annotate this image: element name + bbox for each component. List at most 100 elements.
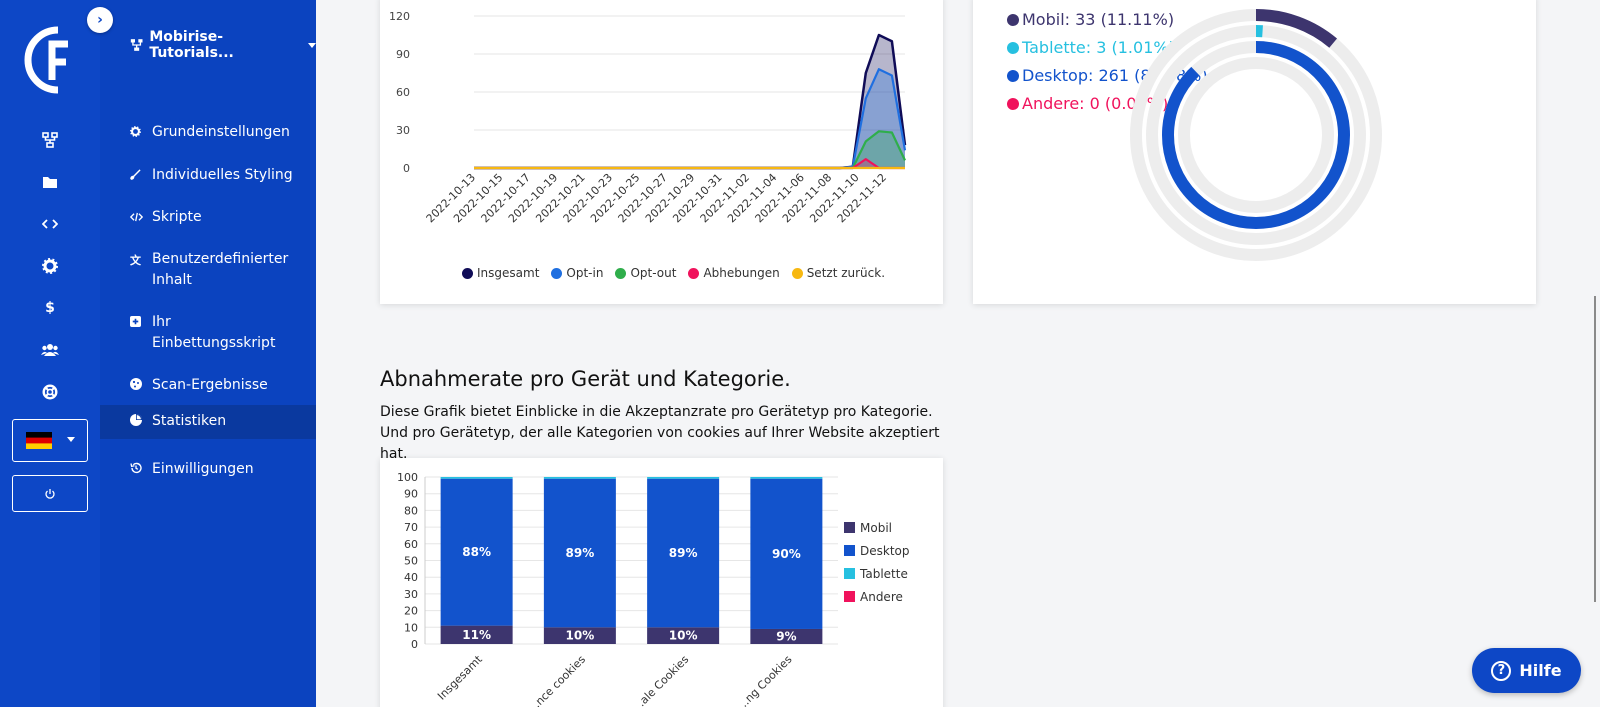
- series-opt-in-area: [474, 69, 905, 168]
- bar-segment-mobil: [440, 625, 513, 644]
- legend-dot: [1007, 70, 1019, 82]
- acceptance-rate-card: 100 90 80 70 60 50 40 30 20 10 0 11% 88% Insgesamt 10%…: [380, 458, 943, 707]
- legend-label: Andere: [860, 590, 903, 604]
- legend-label: Setzt zurück.: [806, 266, 886, 280]
- legend-item-opt-in[interactable]: Opt-in: [551, 266, 603, 280]
- pie-chart-icon: [130, 411, 152, 433]
- translate-icon: 文: [130, 254, 141, 267]
- data-label: 10%: [669, 629, 698, 643]
- data-label: 9%: [776, 629, 796, 643]
- help-label: Hilfe: [1519, 661, 1562, 680]
- plus-square-icon: [130, 312, 152, 334]
- y-tick-label: 80: [404, 504, 418, 517]
- question-icon: ?: [1491, 660, 1512, 681]
- legend-label: Opt-in: [566, 266, 604, 280]
- legend-dot: [462, 267, 473, 279]
- sidebar-menu: Mobirise-Tutorials... Grundeinstellungen…: [100, 0, 316, 707]
- legend-item-insgesamt[interactable]: Insgesamt: [462, 266, 539, 280]
- series-opt-out-line: [474, 130, 906, 170]
- bar-segment-mobil: [750, 628, 823, 644]
- y-tick-label: 30: [404, 588, 418, 601]
- sidebar-item-skripte[interactable]: Skripte: [100, 207, 316, 231]
- donut-ring-tablette: [1146, 25, 1366, 245]
- sidebar-item-einwilligungen[interactable]: Einwilligungen: [100, 459, 316, 483]
- users-icon[interactable]: [36, 338, 64, 362]
- legend-label: Tablette: [859, 567, 908, 581]
- code-icon[interactable]: [36, 212, 64, 236]
- page-scrollbar[interactable]: [1592, 0, 1600, 707]
- bar-segment-desktop: [647, 478, 720, 628]
- y-tick-label: 60: [396, 86, 410, 99]
- sidebar-item-grundeinstellungen[interactable]: Grundeinstellungen: [100, 122, 316, 146]
- bar-segment-desktop: [543, 478, 616, 628]
- legend-label: Mobil: [860, 521, 892, 535]
- y-tick-label: 30: [396, 124, 410, 137]
- help-button[interactable]: ? Hilfe: [1472, 648, 1581, 693]
- gear-icon[interactable]: [36, 254, 64, 278]
- sidebar-item-benutzerdefinierter-inhalt[interactable]: 文 Benutzerdefinierter Inhalt: [100, 249, 316, 293]
- sidebar-item-label: Individuelles Styling: [152, 167, 293, 183]
- x-tick-label: ...nce cookies: [526, 653, 589, 707]
- x-tick-label: Insgesamt: [435, 652, 485, 702]
- bar-segment-desktop: [440, 478, 513, 626]
- legend-item-setzt-zurueck[interactable]: Setzt zurück.: [791, 266, 886, 280]
- y-tick-label: 120: [389, 10, 410, 23]
- sidebar-item-scan-ergebnisse[interactable]: Scan-Ergebnisse: [100, 375, 316, 399]
- sidebar-item-label: Statistiken: [152, 413, 227, 429]
- collapse-sidebar-button[interactable]: ›: [87, 7, 113, 33]
- legend-dot: [1007, 14, 1019, 26]
- donut-ring-andere-track: [1178, 57, 1334, 213]
- legend-item-opt-out[interactable]: Opt-out: [615, 266, 676, 280]
- donut-ring-desktop: [1162, 41, 1350, 229]
- donut-ring-mobil: [1130, 9, 1382, 261]
- x-tick-label: ...ale Cookies: [630, 653, 691, 707]
- series-insgesamt-area: [474, 35, 905, 168]
- legend-swatch: [844, 522, 855, 533]
- icon-rail: $: [0, 0, 100, 707]
- y-tick-label: 50: [404, 555, 418, 568]
- x-tick-label: ...ng Cookies: [735, 653, 795, 707]
- bar-segment-tablette: [647, 477, 720, 479]
- gear-icon: [130, 122, 152, 144]
- german-flag-icon: [26, 432, 52, 449]
- legend-item-abhebungen[interactable]: Abhebungen: [688, 266, 780, 280]
- sidebar-item-label: Scan-Ergebnisse: [152, 377, 268, 393]
- chevron-down-icon: [308, 42, 316, 48]
- acceptance-rate-chart: 100908070605040302010011%88%Insgesamt10%…: [397, 471, 910, 707]
- language-select[interactable]: [12, 419, 88, 462]
- bar-segment-desktop: [750, 478, 823, 629]
- cookie-icon: [130, 375, 152, 397]
- sidebar-item-statistiken[interactable]: Statistiken: [100, 405, 316, 439]
- y-tick-label: 90: [404, 488, 418, 501]
- device-radial-chart: [1130, 9, 1382, 261]
- data-label: 89%: [566, 546, 595, 560]
- scrollbar-thumb[interactable]: [1594, 296, 1596, 602]
- dollar-icon[interactable]: $: [45, 300, 55, 316]
- sitemap-icon[interactable]: [36, 128, 64, 152]
- sitemap-icon: [130, 39, 143, 51]
- data-label: 11%: [462, 628, 491, 642]
- legend-item-tablette[interactable]: Tablette: 3 (1.01%): [1007, 34, 1208, 62]
- series-abhebungen-line: [474, 158, 905, 170]
- legend-item-andere[interactable]: Andere: 0 (0.00%): [1007, 90, 1208, 118]
- data-label: 90%: [772, 547, 801, 561]
- logout-button[interactable]: [12, 475, 88, 512]
- sidebar-item-einbettungsskript[interactable]: Ihr Einbettungsskript: [100, 312, 290, 356]
- y-tick-label: 60: [404, 538, 418, 551]
- y-tick-label: 0: [403, 162, 410, 175]
- legend-swatch: [844, 568, 855, 579]
- sidebar-item-label: Ihr Einbettungsskript: [152, 314, 276, 351]
- chart-legend: Insgesamt Opt-in Opt-out Abhebungen Setz…: [462, 266, 885, 280]
- legend-swatch: [844, 591, 855, 602]
- sidebar-item-individuelles-styling[interactable]: Individuelles Styling: [100, 165, 316, 189]
- lifebuoy-icon[interactable]: [36, 380, 64, 404]
- data-label: 88%: [462, 545, 491, 559]
- folder-icon[interactable]: [36, 170, 64, 194]
- site-select[interactable]: Mobirise-Tutorials...: [130, 29, 316, 61]
- sidebar-item-label: Einwilligungen: [152, 461, 254, 477]
- legend-label: Desktop: [860, 544, 910, 558]
- sidebar-item-label: Grundeinstellungen: [152, 124, 290, 140]
- sidebar-item-label: Benutzerdefinierter Inhalt: [152, 251, 289, 288]
- legend-item-mobil[interactable]: Mobil: 33 (11.11%): [1007, 6, 1208, 34]
- legend-label: Abhebungen: [703, 266, 780, 280]
